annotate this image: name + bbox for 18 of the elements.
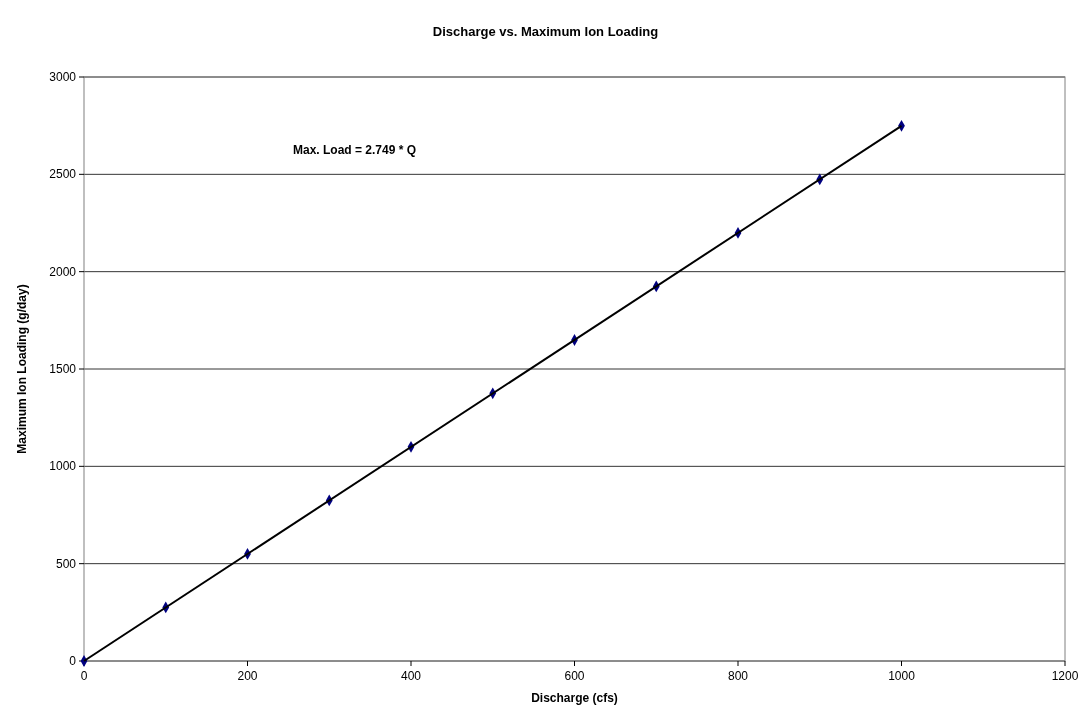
y-tick-label: 3000 — [49, 70, 77, 84]
y-tick-label: 2000 — [49, 264, 77, 279]
y-tick-label: 0 — [69, 654, 77, 668]
y-tick-label: 500 — [55, 556, 77, 571]
x-tick-label: 400 — [400, 669, 422, 683]
x-axis-title: Discharge (cfs) — [531, 691, 618, 705]
y-tick-label: 1000 — [49, 459, 77, 474]
x-tick-label: 800 — [727, 669, 749, 683]
y-axis-title: Maximum Ion Loading (g/day) — [15, 284, 29, 454]
y-tick-label: 1500 — [49, 362, 77, 376]
x-tick-label: 200 — [237, 669, 258, 683]
y-tick-label: 2500 — [49, 167, 77, 182]
x-tick-label: 1200 — [1051, 669, 1079, 683]
x-tick-label: 1000 — [888, 669, 916, 683]
x-tick-label: 0 — [80, 669, 88, 683]
x-tick-label: 600 — [564, 669, 585, 683]
annotation: Max. Load = 2.749 * Q — [293, 143, 417, 157]
chart-title: Discharge vs. Maximum Ion Loading — [432, 24, 659, 39]
